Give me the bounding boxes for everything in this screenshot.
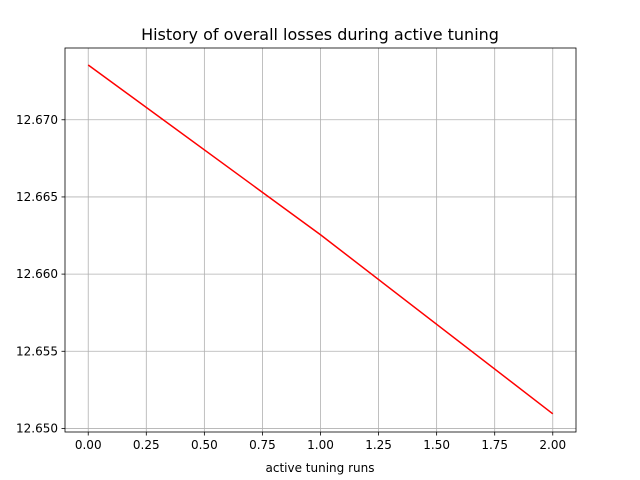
x-axis: 0.00 0.25 0.50 0.75 1.00 1.25 1.50 1.75 2.00 xyxy=(75,432,566,452)
x-tick-label: 0.00 xyxy=(75,438,102,452)
chart-title: History of overall losses during active … xyxy=(141,25,499,44)
x-tick-label: 0.50 xyxy=(191,438,218,452)
y-tick-label: 12.670 xyxy=(16,113,58,127)
y-axis: 12.650 12.655 12.660 12.665 12.670 xyxy=(16,113,65,435)
x-tick-label: 0.25 xyxy=(133,438,160,452)
x-tick-label: 0.75 xyxy=(249,438,276,452)
y-tick-label: 12.655 xyxy=(16,344,58,358)
y-tick-label: 12.650 xyxy=(16,421,58,435)
grid xyxy=(65,48,576,432)
x-axis-label: active tuning runs xyxy=(266,461,375,475)
series-line xyxy=(87,64,554,415)
y-tick-label: 12.660 xyxy=(16,267,58,281)
x-tick-label: 1.75 xyxy=(481,438,508,452)
x-tick-label: 2.00 xyxy=(539,438,566,452)
x-tick-label: 1.50 xyxy=(423,438,450,452)
x-tick-label: 1.00 xyxy=(307,438,334,452)
series-layer xyxy=(87,64,554,415)
y-tick-label: 12.665 xyxy=(16,190,58,204)
x-tick-label: 1.25 xyxy=(365,438,392,452)
